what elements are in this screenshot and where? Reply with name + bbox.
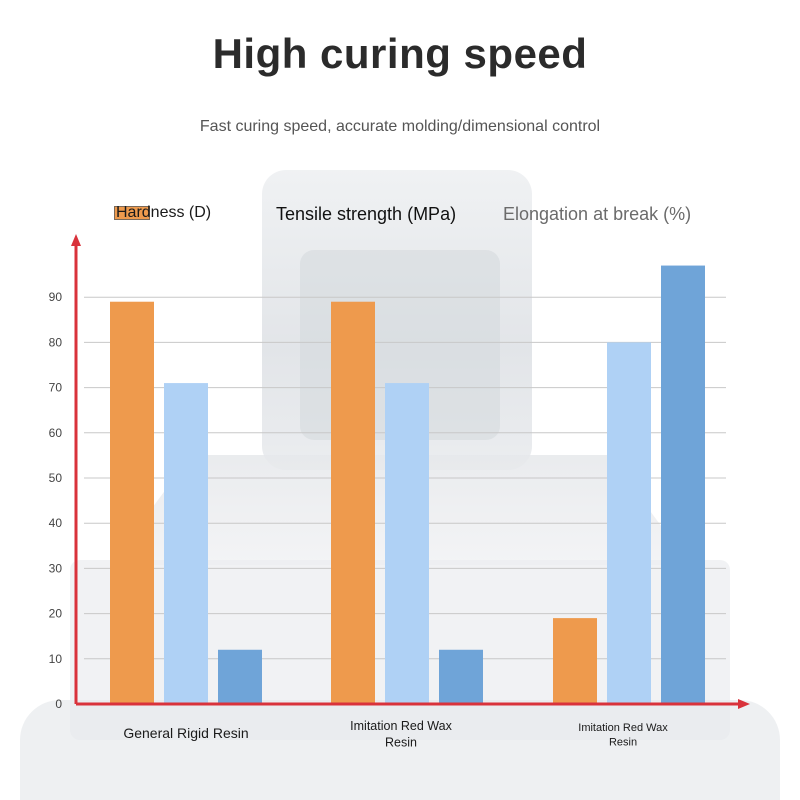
y-tick-label: 80	[49, 335, 63, 349]
x-category-label: Imitation Red Wax Resin	[578, 722, 668, 748]
y-tick-label: 20	[49, 607, 63, 621]
legend-swatch-hardness	[114, 206, 150, 220]
x-category-label: General Rigid Resin	[123, 725, 248, 741]
x-axis-arrow	[738, 699, 750, 709]
bar	[439, 649, 483, 704]
legend-item-hardness: Hardness (D)	[114, 204, 211, 222]
y-tick-label: 90	[49, 290, 63, 304]
y-axis-arrow	[71, 234, 81, 246]
y-tick-label: 10	[49, 652, 63, 666]
y-tick-label: 70	[49, 381, 63, 395]
bar	[385, 383, 429, 704]
bar	[110, 301, 154, 704]
bar	[164, 383, 208, 704]
bar	[218, 649, 262, 704]
y-tick-label: 0	[55, 697, 62, 711]
y-tick-label: 50	[49, 471, 63, 485]
legend-item-elongation: Elongation at break (%)	[503, 204, 691, 225]
y-tick-label: 60	[49, 426, 63, 440]
bar	[331, 301, 375, 704]
x-category-label: Imitation Red Wax Resin	[350, 719, 452, 749]
page-title: High curing speed	[212, 30, 588, 77]
legend-label-hardness: Hardness (D)	[116, 204, 212, 221]
bar	[661, 265, 705, 704]
page-subtitle: Fast curing speed, accurate molding/dime…	[199, 118, 601, 135]
legend-label-elongation: Elongation at break (%)	[503, 204, 692, 224]
legend-item-tensile: Tensile strength (MPa)	[276, 204, 456, 225]
bar	[607, 342, 651, 704]
y-tick-label: 40	[49, 516, 63, 530]
bar	[553, 618, 597, 704]
y-tick-label: 30	[49, 561, 63, 575]
legend-label-tensile: Tensile strength (MPa)	[276, 204, 457, 224]
